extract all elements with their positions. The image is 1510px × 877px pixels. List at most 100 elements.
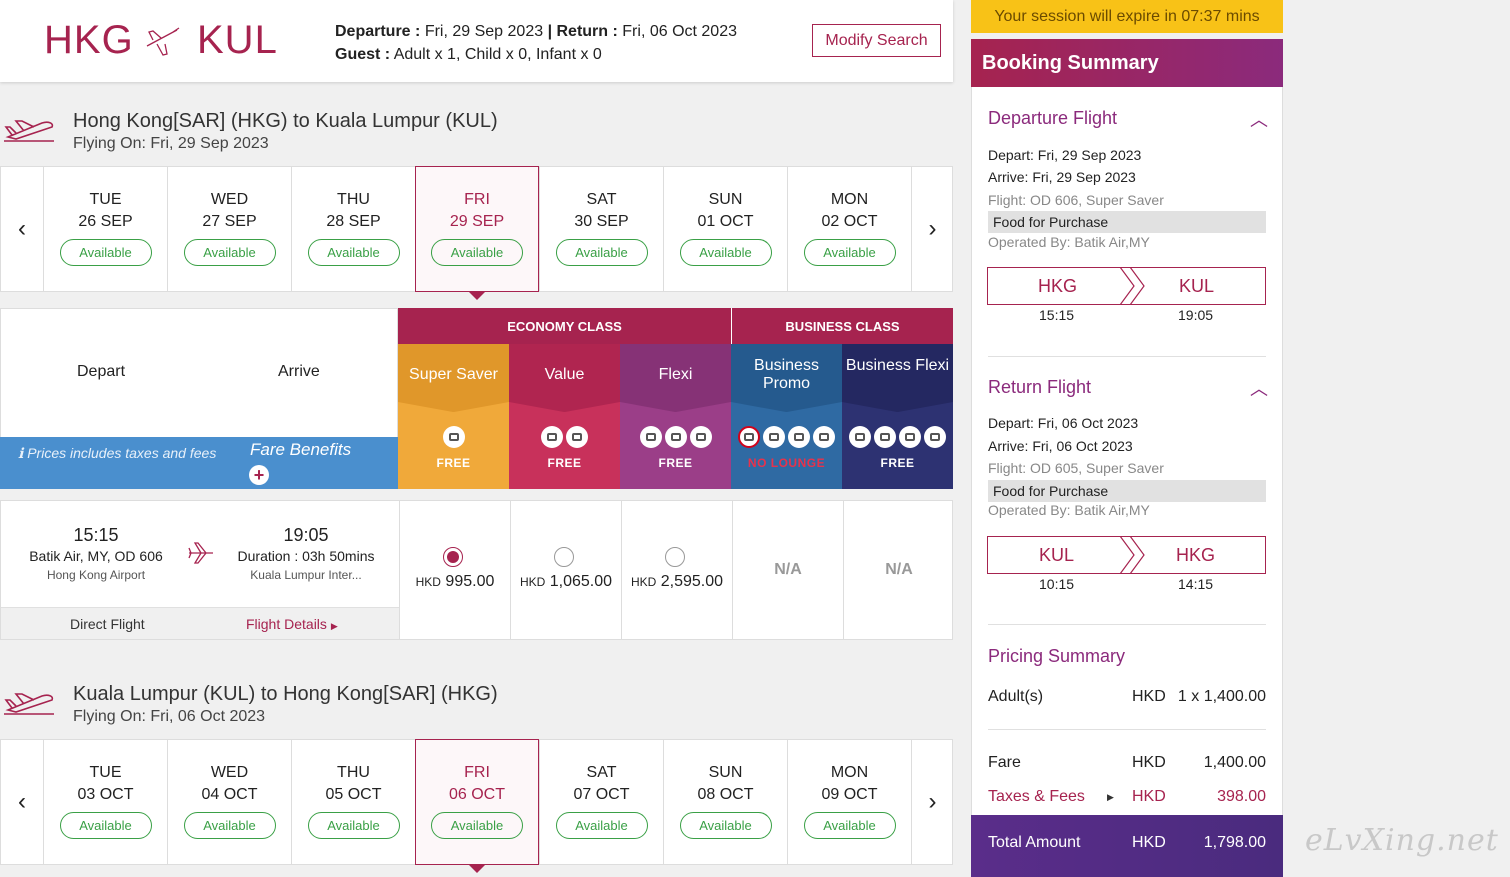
operated-by: Operated By: Batik Air,MY [988,234,1150,250]
food-badge: Food for Purchase [988,211,1266,233]
flight-info: 15:15 Batik Air, MY, OD 606 Hong Kong Ai… [1,501,399,607]
date-option[interactable]: SUN 08 OCT Available [663,740,787,864]
return-value: Fri, 06 Oct 2023 [622,23,737,40]
departure-airport: Hong Kong Airport [46,568,146,582]
outbound-date-strip: ‹ TUE 26 SEP Available WED 27 SEP Available … [0,166,953,292]
taxes-currency: HKD [1132,788,1166,805]
adults-currency: HKD [1132,688,1166,705]
fare-radio-selected[interactable] [443,547,463,567]
day-date: 29 SEP [449,213,505,230]
summary-flight-number: Flight: OD 605, Super Saver [988,460,1164,476]
prev-dates-button[interactable]: ‹ [18,215,26,242]
day-of-week: MON [830,764,869,781]
price-cell-super-saver[interactable]: HKD 995.00 [399,501,510,639]
date-option[interactable]: THU 05 OCT Available [291,740,415,864]
date-option[interactable]: THU 28 SEP Available [291,167,415,291]
departure-label: Departure : [335,23,421,40]
availability-badge: Available [431,812,523,839]
date-option[interactable]: TUE 26 SEP Available [43,167,167,291]
price-cell-flexi[interactable]: HKD 2,595.00 [621,501,732,639]
summary-flight-number: Flight: OD 606, Super Saver [988,192,1164,208]
fare-super-saver: Super Saver FREE [398,344,509,489]
plane-icon [143,22,183,63]
date-option[interactable]: SAT 30 SEP Available [539,167,663,291]
depart-column-label: Depart [77,363,126,380]
prev-dates-button[interactable]: ‹ [18,788,26,815]
next-dates-button[interactable]: › [911,740,953,864]
outbound-title: Hong Kong[SAR] (HKG) to Kuala Lumpur (KU… [73,110,498,132]
fare-label: Fare [988,754,1021,771]
fare-radio[interactable] [554,547,574,567]
return-route-box: KUL HKG [987,536,1266,574]
route-from-time: 10:15 [1039,576,1075,592]
day-of-week: SUN [708,191,743,208]
seat-icon [899,426,921,448]
no-lounge-icon [738,426,760,448]
fare-currency: HKD [1132,754,1166,771]
session-timer: Your session will expire in 07:37 mins [971,0,1283,33]
summary-depart-date: Depart: Fri, 06 Oct 2023 [988,415,1139,431]
selected-date-pointer [469,865,485,873]
date-option-selected[interactable]: FRI 29 SEP Available [415,166,539,292]
taxes-fees-link[interactable]: Taxes & Fees [988,788,1085,805]
day-date: 28 SEP [326,213,381,230]
date-option[interactable]: SAT 07 OCT Available [539,740,663,864]
departure-flight-heading: Departure Flight [988,108,1118,128]
fare-benefit: FREE [436,456,471,470]
price-cell-value[interactable]: HKD 1,065.00 [510,501,621,639]
fare-radio[interactable] [665,547,685,567]
day-of-week: FRI [464,764,490,781]
trip-info: Departure : Fri, 29 Sep 2023 | Return : … [335,23,737,63]
fare-business-flexi: Business Flexi FREE [842,344,953,489]
chevron-up-icon[interactable]: ︿ [1250,110,1268,130]
price-amount: 1,065.00 [549,573,613,590]
direct-flight-label: Direct Flight [70,616,145,632]
day-date: 08 OCT [697,786,754,803]
date-option[interactable]: SUN 01 OCT Available [663,167,787,291]
fare-name: Business Flexi [845,357,950,374]
day-date: 27 SEP [202,213,257,230]
price-currency: HKD [630,575,657,589]
fare-business-promo: Business Promo NO LOUNGE [731,344,842,489]
day-of-week: WED [210,764,249,781]
day-of-week: THU [337,191,370,208]
baggage-icon [442,426,465,448]
inbound-flying-on: Flying On: Fri, 06 Oct 2023 [73,708,266,725]
next-dates-button[interactable]: › [911,167,953,291]
date-option[interactable]: WED 27 SEP Available [167,167,291,291]
expand-benefits-icon[interactable]: + [249,465,269,485]
day-of-week: MON [830,191,869,208]
availability-badge: Available [183,812,276,839]
date-option-selected[interactable]: FRI 06 OCT Available [415,739,539,865]
not-available-label: N/A [774,561,802,578]
date-option[interactable]: WED 04 OCT Available [167,740,291,864]
day-of-week: FRI [464,191,490,208]
fare-benefit: FREE [880,456,915,470]
flight-details-text: Flight Details [246,616,327,632]
day-of-week: SAT [586,764,617,781]
caret-right-icon[interactable]: ▶ [1107,792,1114,802]
price-cell-business-promo: N/A [732,501,843,639]
destination-code: KUL [197,18,278,62]
date-option[interactable]: MON 09 OCT Available [787,740,911,864]
chevron-up-icon[interactable]: ︿ [1250,379,1268,399]
carrier-info: Batik Air, MY, OD 606 [29,548,163,564]
date-option[interactable]: TUE 03 OCT Available [43,740,167,864]
modify-search-button[interactable]: Modify Search [812,24,941,57]
availability-badge: Available [307,812,400,839]
flight-details-link[interactable]: Flight Details ▶ [246,616,338,632]
fare-value: Value FREE [509,344,620,489]
operated-by: Operated By: Batik Air,MY [988,502,1150,518]
date-option[interactable]: MON 02 OCT Available [787,167,911,291]
pricing-summary-heading: Pricing Summary [988,646,1126,666]
availability-badge: Available [59,239,152,266]
flight-footer: Direct Flight Flight Details ▶ [1,607,399,639]
baggage-icon [763,426,785,448]
total-value: 1,798.00 [1203,834,1266,851]
seat-icon [788,426,810,448]
total-label: Total Amount [988,834,1081,851]
day-of-week: SUN [708,764,743,781]
arrival-time: 19:05 [283,525,329,545]
booking-summary-title: Booking Summary [971,39,1283,87]
return-label: Return : [556,23,618,40]
